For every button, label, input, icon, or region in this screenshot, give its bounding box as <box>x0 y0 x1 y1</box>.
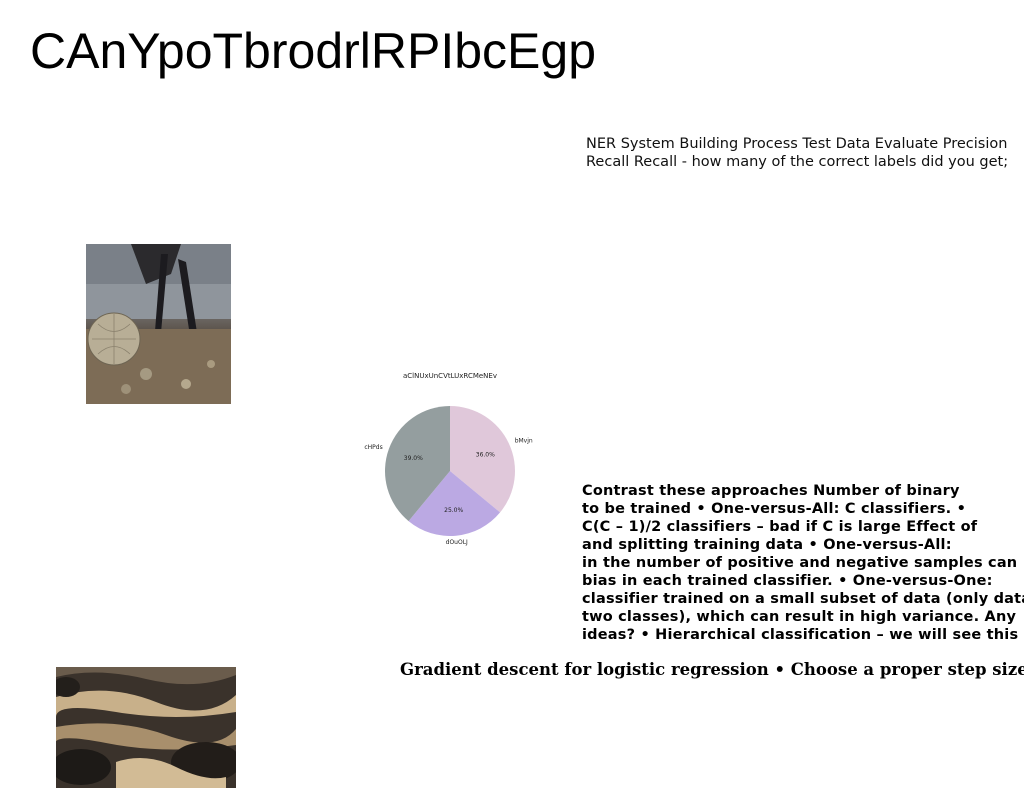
pie-percent-label: 39.0% <box>404 455 423 462</box>
pie-slice-bMvjn <box>450 406 515 513</box>
pie-labels: 36.0% bMvjn 25.0% dOuOLJ 39.0% cHPds <box>364 438 533 547</box>
photo-image <box>86 244 231 404</box>
pie-category-label: bMvjn <box>515 438 533 445</box>
ner-text-block: NER System Building Process Test Data Ev… <box>586 136 1009 170</box>
pie-chart: aClNUxUnCVtLUxRCMeNEv 36.0% bMvjn 25.0% dOu… <box>364 372 533 547</box>
contrast-line: in the number of positive and negative s… <box>582 555 1018 571</box>
pie-percent-label: 36.0% <box>476 451 495 458</box>
pie-category-label: dOuOLJ <box>446 539 468 546</box>
contrast-line: to be trained • One-versus-All: C classi… <box>582 501 967 517</box>
contrast-line: classifier trained on a small subset of … <box>582 591 1024 607</box>
pie-slice-dOuOLJ <box>408 471 501 536</box>
pie-category-label: cHPds <box>364 444 382 451</box>
contrast-line: and splitting training data • One-versus… <box>582 537 952 553</box>
contrast-line: C(C – 1)/2 classifiers – bad if C is lar… <box>582 519 978 535</box>
contrast-line: two classes), which can result in high v… <box>582 609 1017 625</box>
photo-image <box>56 667 236 788</box>
photo-legs-disco-ball <box>86 244 231 404</box>
contrast-text-block: Contrast these approaches Number of bina… <box>582 482 1024 644</box>
pie-percent-label: 25.0% <box>444 507 463 514</box>
chart-title: aClNUxUnCVtLUxRCMeNEv <box>403 372 497 380</box>
contrast-line: Contrast these approaches Number of bina… <box>582 483 960 499</box>
gradient-descent-text: Gradient descent for logistic regression… <box>400 660 1024 679</box>
contrast-line: ideas? • Hierarchical classification – w… <box>582 627 1019 643</box>
contrast-line: bias in each trained classifier. • One-v… <box>582 573 993 589</box>
photo-water-rocks <box>56 667 236 788</box>
pie-slice-cHPds <box>385 406 450 522</box>
page-title: CAnYpoTbrodrlRPIbcEgp <box>30 23 597 79</box>
pie-slices <box>385 406 515 536</box>
